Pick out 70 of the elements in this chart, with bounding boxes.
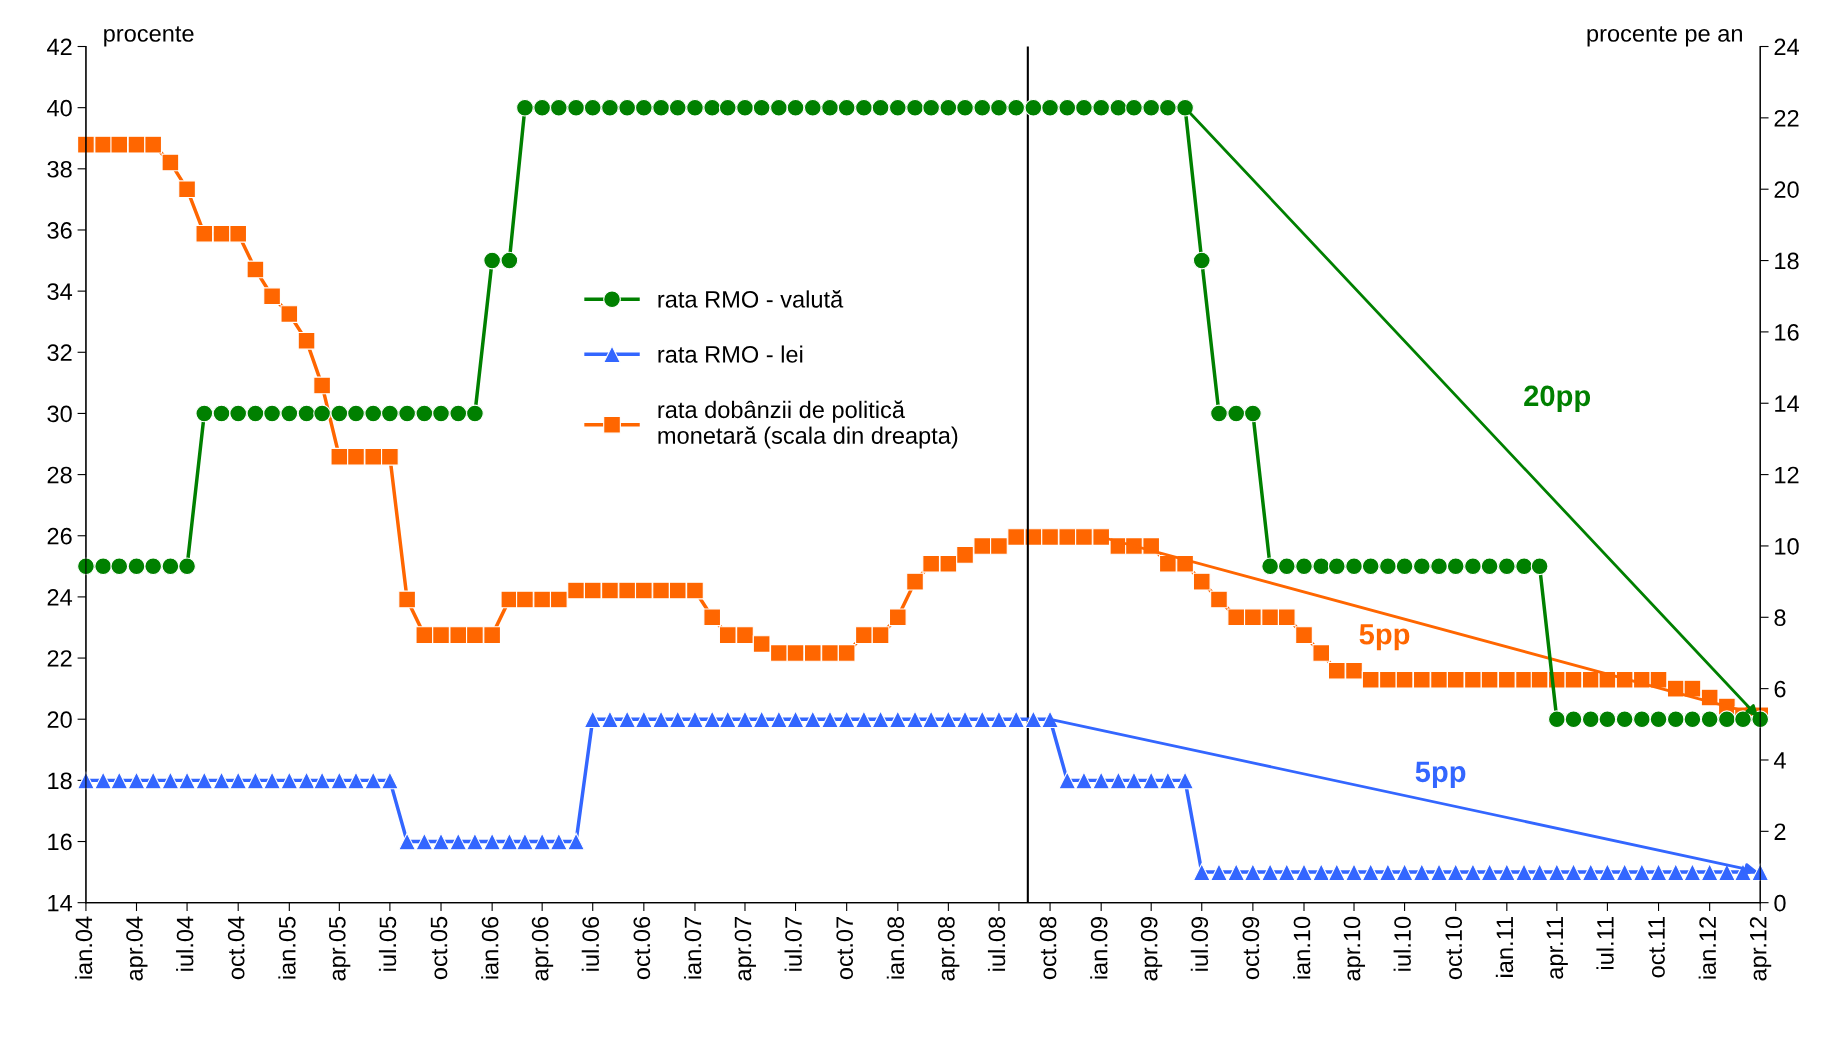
legend-label: rata RMO - lei xyxy=(658,345,803,363)
x-tick-label: iul.04 xyxy=(176,916,194,971)
x-tick-label: iul.05 xyxy=(378,916,397,971)
y-tick-label: 26 xyxy=(47,527,72,545)
y-tick-label: 28 xyxy=(47,466,72,484)
y2-tick-label: 18 xyxy=(1775,252,1799,270)
y-tick-label: 22 xyxy=(47,650,72,667)
y2-tick-label: 12 xyxy=(1775,466,1799,484)
x-tick-label: apr.09 xyxy=(1140,916,1163,981)
y-tick-label: 18 xyxy=(48,772,72,790)
y2-tick-label: 20 xyxy=(1774,181,1799,198)
y2-tick-label: 4 xyxy=(1773,752,1786,769)
y-axis-title: procente xyxy=(104,26,194,47)
x-tick-label: oct.04 xyxy=(227,916,245,980)
annotation: 20pp xyxy=(1524,385,1591,412)
x-tick-label: oct.05 xyxy=(430,916,448,980)
x-tick-label: apr.05 xyxy=(328,916,351,981)
y2-tick-label: 22 xyxy=(1774,109,1799,127)
x-tick-label: apr.12 xyxy=(1749,917,1772,981)
x-tick-label: iul.06 xyxy=(581,916,600,971)
x-tick-label: ian.10 xyxy=(1293,916,1311,979)
y2-tick-label: 6 xyxy=(1774,680,1786,698)
x-tick-label: apr.11 xyxy=(1546,917,1568,979)
y-tick-label: 24 xyxy=(47,588,73,606)
x-tick-label: iul.08 xyxy=(987,916,1006,971)
x-tick-label: iul.11 xyxy=(1596,917,1614,969)
y2-tick-label: 16 xyxy=(1775,323,1799,341)
y2-axis-title: procente pe an xyxy=(1587,26,1742,47)
x-tick-label: ian.09 xyxy=(1090,916,1108,979)
x-tick-label: oct.11 xyxy=(1648,917,1665,978)
y-tick-label: 42 xyxy=(47,38,72,56)
x-tick-label: oct.10 xyxy=(1445,916,1463,980)
x-tick-label: apr.10 xyxy=(1343,916,1366,981)
x-tick-label: ian.06 xyxy=(481,916,499,979)
y-tick-label: 30 xyxy=(47,405,72,423)
y-tick-label: 36 xyxy=(47,222,72,239)
annotation: 5pp xyxy=(1415,761,1466,788)
x-tick-label: oct.08 xyxy=(1039,916,1057,980)
y2-tick-label: 10 xyxy=(1775,538,1799,555)
y-tick-label: 34 xyxy=(47,283,73,300)
x-tick-label: apr.08 xyxy=(937,916,960,981)
legend-label: rata dobânzii de politică monetară (scala din dreapta) xyxy=(658,400,958,449)
x-tick-label: apr.07 xyxy=(734,917,756,981)
y-tick-label: 38 xyxy=(47,160,72,178)
x-tick-label: ian.11 xyxy=(1495,917,1514,977)
y-tick-label: 40 xyxy=(47,99,72,117)
annotation: 5pp xyxy=(1359,624,1410,651)
x-tick-label: ian.04 xyxy=(74,916,93,979)
x-tick-label: ian.12 xyxy=(1698,917,1716,979)
y2-tick-label: 2 xyxy=(1774,823,1786,840)
x-tick-label: iul.10 xyxy=(1393,916,1411,971)
y-tick-label: 32 xyxy=(47,344,72,362)
x-tick-label: apr.06 xyxy=(531,916,554,981)
y2-tick-label: 8 xyxy=(1774,609,1786,627)
x-tick-label: ian.05 xyxy=(278,916,296,979)
x-tick-label: oct.09 xyxy=(1242,916,1260,980)
y2-tick-label: 24 xyxy=(1774,38,1799,56)
y-tick-label: 16 xyxy=(48,833,72,851)
x-tick-label: iul.09 xyxy=(1190,916,1209,971)
x-tick-label: oct.07 xyxy=(836,917,854,980)
y2-tick-label: 14 xyxy=(1775,395,1799,412)
y-tick-label: 14 xyxy=(48,894,73,912)
y-tick-label: 20 xyxy=(47,711,72,728)
x-tick-label: oct.06 xyxy=(633,916,651,980)
x-tick-label: ian.07 xyxy=(683,917,702,979)
x-tick-label: ian.08 xyxy=(886,916,905,979)
x-tick-label: iul.07 xyxy=(784,917,802,971)
y2-tick-label: 0 xyxy=(1774,894,1786,912)
legend-label: rata RMO - valută xyxy=(658,290,844,308)
x-tick-label: apr.04 xyxy=(126,916,148,981)
